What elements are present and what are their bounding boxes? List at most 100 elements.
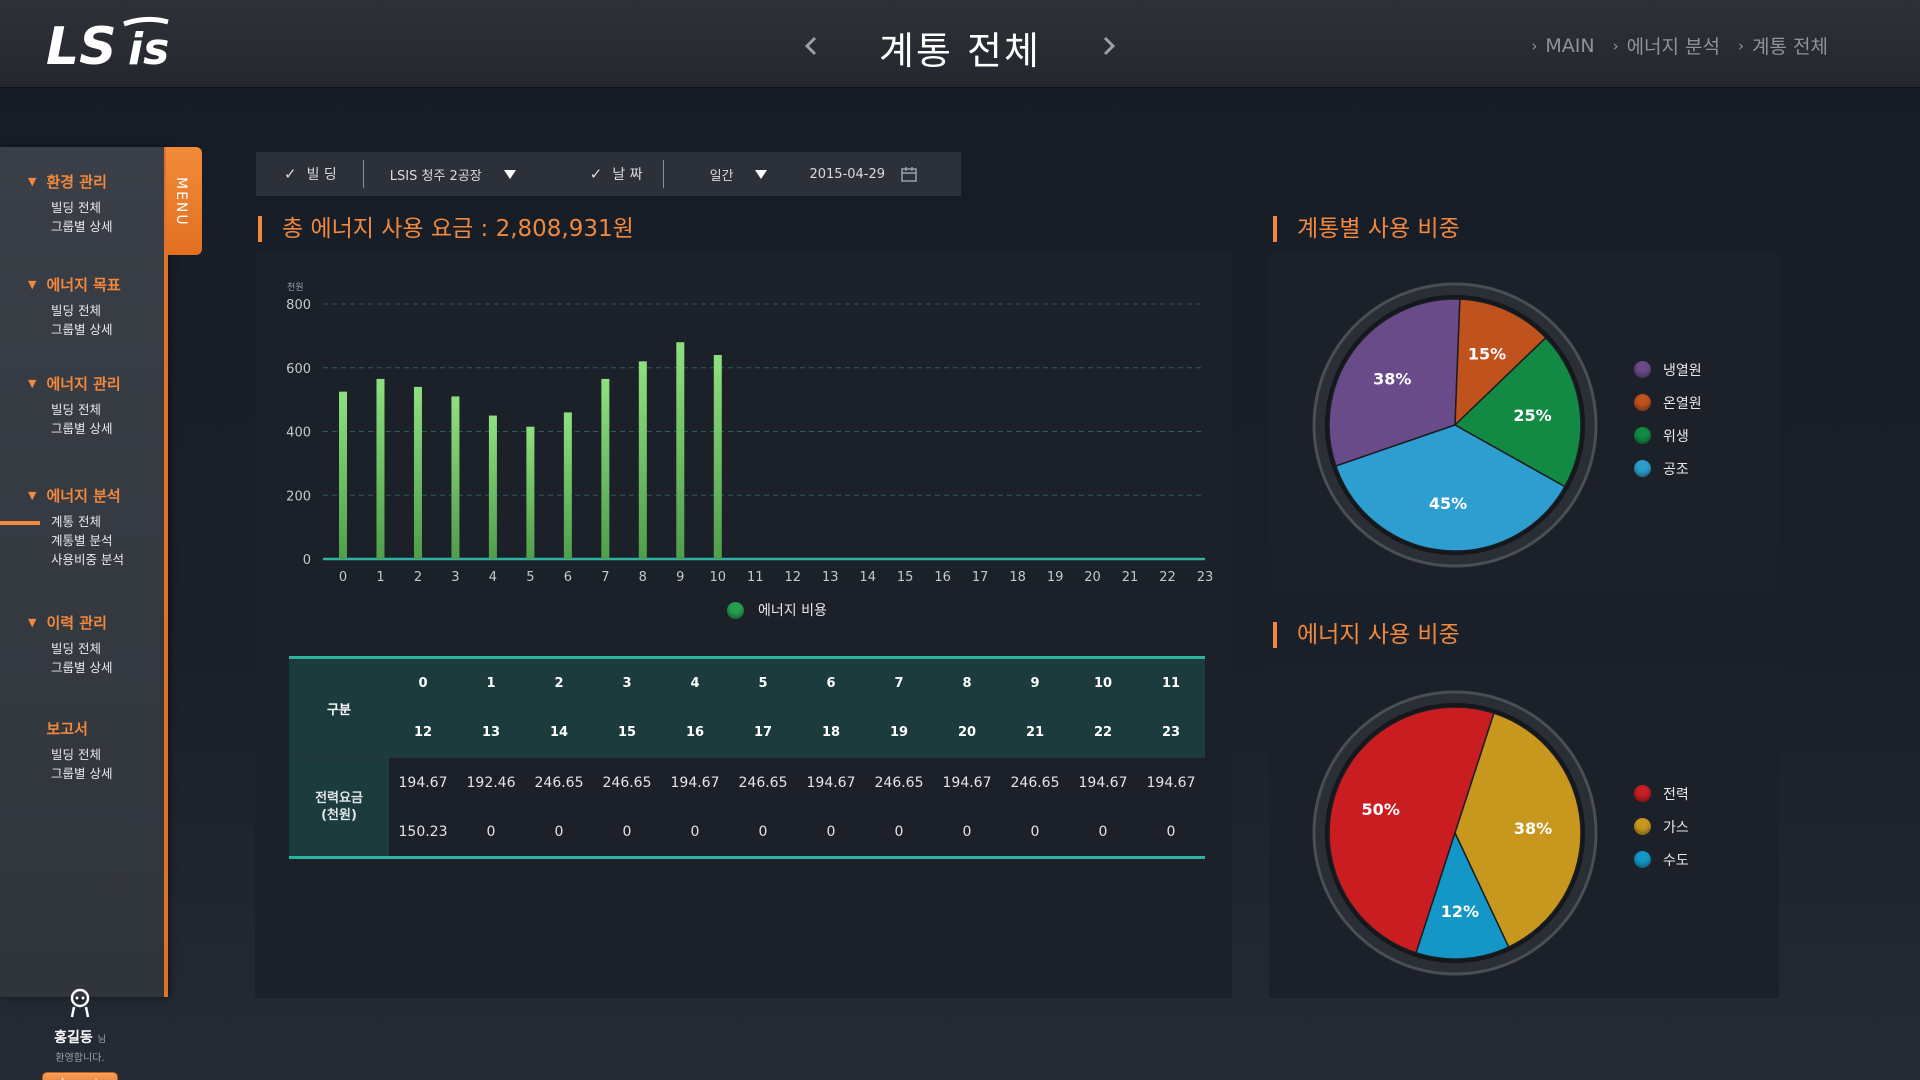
pie-slice-0[interactable] xyxy=(1328,706,1495,954)
bar-hour-3[interactable] xyxy=(451,396,460,559)
table-header-cell: 3 xyxy=(593,657,661,708)
menu-head-analysis[interactable]: ▼ 에너지 분석 xyxy=(28,485,124,506)
building-label: 빌 딩 xyxy=(306,167,337,183)
table-cell: 192.46 xyxy=(457,757,525,808)
legend-dot xyxy=(1634,361,1651,378)
chevron-right-icon: › xyxy=(1612,36,1619,55)
divider xyxy=(662,160,664,188)
table-header-cell: 2 xyxy=(525,657,593,708)
sidebar-item-usage-ratio[interactable]: 사용비중 분석 xyxy=(51,552,124,567)
menu-head-manage[interactable]: ▼ 에너지 관리 xyxy=(28,373,121,394)
sidebar-item-group-detail[interactable]: 그룹별 상세 xyxy=(51,322,113,337)
menu-head-report[interactable]: ▼보고서 xyxy=(28,718,112,739)
date-checkbox[interactable]: ✓ 날 짜 xyxy=(590,164,643,184)
building-checkbox[interactable]: ✓ 빌 딩 xyxy=(284,164,337,184)
menu-head-history[interactable]: ▼ 이력 관리 xyxy=(28,612,112,633)
table-cell: 0 xyxy=(894,823,904,840)
pie-slice-2[interactable] xyxy=(1415,830,1510,960)
legend-label: 수도 xyxy=(1663,852,1689,869)
x-tick-label: 21 xyxy=(1122,570,1139,585)
lsis-logo[interactable]: LS is xyxy=(46,14,206,74)
breadcrumb-main[interactable]: › MAIN xyxy=(1531,32,1594,59)
chevron-right-icon: › xyxy=(1531,36,1538,55)
pie-slice-0[interactable] xyxy=(1328,298,1461,467)
next-page-icon[interactable] xyxy=(1096,34,1120,58)
date-picker[interactable]: 2015-04-29 xyxy=(809,166,917,182)
sidebar-item-group-detail[interactable]: 그룹별 상세 xyxy=(51,766,113,781)
cost-chart-panel xyxy=(255,254,1232,998)
x-tick-label: 13 xyxy=(822,570,839,585)
logout-button[interactable]: Logout xyxy=(42,1072,118,1080)
table-gubun-header: 구분 xyxy=(289,657,389,758)
sidebar-item-building-all[interactable]: 빌딩 전체 xyxy=(51,200,101,215)
pie-slice-1[interactable] xyxy=(1454,712,1582,949)
table-header-cell: 5 xyxy=(729,657,797,708)
breadcrumb-energy-analysis[interactable]: › 에너지 분석 xyxy=(1613,32,1720,59)
pie-value-label: 15% xyxy=(1468,345,1506,364)
sidebar-item-building-all[interactable]: 빌딩 전체 xyxy=(51,641,101,656)
x-tick-label: 0 xyxy=(339,570,347,585)
sidebar-item-group-detail[interactable]: 그룹별 상세 xyxy=(51,421,113,436)
legend-dot xyxy=(1634,818,1651,835)
breadcrumb-label: 에너지 분석 xyxy=(1626,36,1721,58)
pie-slice-2[interactable] xyxy=(1453,336,1582,488)
x-tick-label: 6 xyxy=(564,570,572,585)
prev-page-icon[interactable] xyxy=(800,34,824,58)
table-row: 전력요금 (천원) 194.67 192.46 246.65 246.65 194… xyxy=(289,757,1205,858)
period-select-value: 일간 xyxy=(709,168,734,184)
sidebar-item-building-all[interactable]: 빌딩 전체 xyxy=(51,303,101,318)
breadcrumb-system-all[interactable]: › 계통 전체 xyxy=(1738,32,1828,59)
table-cell: 246.65 xyxy=(729,757,797,808)
bar-hour-5[interactable] xyxy=(526,426,535,559)
x-tick-label: 5 xyxy=(526,570,534,585)
bar-hour-7[interactable] xyxy=(601,378,610,559)
user-name-text: 홍길동 xyxy=(54,1030,93,1046)
bar-hour-9[interactable] xyxy=(676,342,685,559)
sidebar-item-building-all[interactable]: 빌딩 전체 xyxy=(51,747,101,762)
pie-value-label: 12% xyxy=(1441,902,1479,921)
legend-item: 냉열원 xyxy=(1634,353,1702,386)
x-tick-label: 7 xyxy=(601,570,609,585)
legend-dot xyxy=(727,601,744,619)
table-cell: 194.67 xyxy=(1069,757,1137,808)
bar-hour-2[interactable] xyxy=(413,386,422,559)
bar-hour-4[interactable] xyxy=(488,415,497,559)
table-header-cell: 1 xyxy=(457,657,525,708)
calendar-icon[interactable] xyxy=(901,166,917,182)
energy-ratio-legend: 전력 가스 수도 xyxy=(1634,777,1689,876)
bar-hour-0[interactable] xyxy=(339,391,347,559)
y-axis-unit: 천원 xyxy=(287,282,304,293)
table-header-cell: 0 xyxy=(389,657,457,708)
bar-hour-8[interactable] xyxy=(638,361,647,559)
sidebar-item-system-analysis[interactable]: 계통별 분석 xyxy=(51,533,113,548)
building-select[interactable]: LSIS 청주 2공장 xyxy=(390,165,516,184)
bar-hour-6[interactable] xyxy=(563,412,572,559)
x-tick-label: 3 xyxy=(451,570,459,585)
pie-slice-3[interactable] xyxy=(1334,424,1566,552)
menu-head-target[interactable]: ▼ 에너지 목표 xyxy=(28,274,121,295)
sidebar-item-system-all[interactable]: 계통 전체 xyxy=(51,514,101,529)
menu-head-env[interactable]: ▼ 환경 관리 xyxy=(28,171,112,192)
system-ratio-legend: 냉열원 온열원 위생 공조 xyxy=(1634,353,1702,485)
bar-hour-10[interactable] xyxy=(713,355,722,559)
menu-toggle-tab[interactable]: MENU xyxy=(166,147,202,255)
bar-hour-1[interactable] xyxy=(376,378,385,559)
y-tick-label: 800 xyxy=(286,298,311,313)
sidebar-item-building-all[interactable]: 빌딩 전체 xyxy=(51,402,101,417)
legend-item: 수도 xyxy=(1634,843,1689,876)
active-menu-marker xyxy=(0,521,40,525)
x-tick-label: 1 xyxy=(376,570,384,585)
pie-slice-1[interactable] xyxy=(1454,298,1547,427)
x-tick-label: 11 xyxy=(747,570,764,585)
date-input[interactable]: 2015-04-29 xyxy=(809,166,886,182)
table-cell: 0 xyxy=(554,823,564,840)
title-switcher: 계통 전체 xyxy=(800,14,1120,74)
sidebar-item-group-detail[interactable]: 그룹별 상세 xyxy=(51,219,113,234)
table-cell: 246.65 xyxy=(865,757,933,808)
table-header-cell: 4 xyxy=(661,657,729,708)
sidebar-item-group-detail[interactable]: 그룹별 상세 xyxy=(51,660,113,675)
period-select[interactable]: 일간 xyxy=(710,165,768,184)
user-icon xyxy=(70,988,90,1018)
pie-value-label: 38% xyxy=(1373,369,1411,388)
x-tick-label: 8 xyxy=(639,570,647,585)
